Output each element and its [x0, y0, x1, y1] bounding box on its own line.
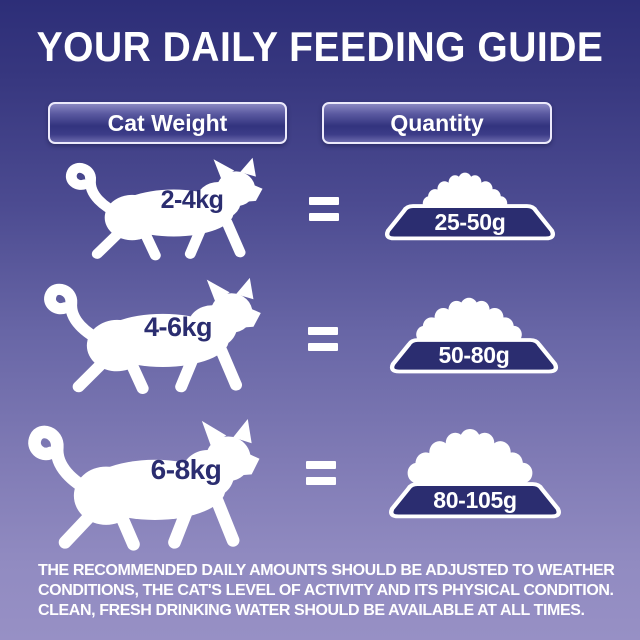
kibble-mound-icon-large — [405, 428, 535, 488]
quantity-header-label: Quantity — [390, 109, 484, 136]
column-header-quantity: Quantity — [322, 102, 552, 144]
equals-sign — [309, 197, 339, 221]
equals-bar — [309, 197, 339, 205]
cat-silhouette-icon-large — [26, 418, 280, 554]
disclaimer-line-2: CONDITIONS, THE CAT'S LEVEL OF ACTIVITY … — [38, 582, 614, 599]
weight-range-row-1: 2-4kg — [160, 186, 224, 214]
equals-bar — [306, 477, 336, 485]
feeding-disclaimer: THE RECOMMENDED DAILY AMOUNTS SHOULD BE … — [38, 561, 618, 621]
quantity-range-row-2: 50-80g — [438, 342, 510, 368]
equals-bar — [308, 327, 338, 335]
quantity-range-row-3: 80-105g — [433, 486, 517, 513]
column-header-cat-weight: Cat Weight — [48, 102, 287, 144]
equals-sign — [306, 461, 336, 485]
weight-range-row-2: 4-6kg — [143, 312, 213, 342]
page-title: YOUR DAILY FEEDING GUIDE — [36, 24, 604, 71]
equals-bar — [306, 461, 336, 469]
equals-sign — [308, 327, 338, 351]
food-bowl-icon-row-3: 80-105g — [385, 481, 565, 521]
weight-range-row-3: 6-8kg — [150, 454, 222, 485]
disclaimer-line-1: THE RECOMMENDED DAILY AMOUNTS SHOULD BE … — [38, 562, 615, 579]
food-bowl-icon-row-1: 25-50g — [381, 203, 559, 243]
disclaimer-line-3: CLEAN, FRESH DRINKING WATER SHOULD BE AV… — [38, 602, 585, 619]
quantity-range-row-1: 25-50g — [434, 208, 506, 235]
food-bowl-icon-row-2: 50-80g — [386, 337, 562, 376]
cat-weight-header-label: Cat Weight — [107, 109, 228, 136]
equals-bar — [309, 213, 339, 221]
equals-bar — [308, 343, 338, 351]
